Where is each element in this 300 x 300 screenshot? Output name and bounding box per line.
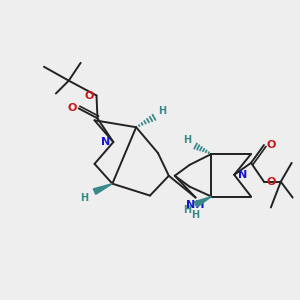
Text: O: O bbox=[67, 103, 76, 113]
Text: NH: NH bbox=[186, 200, 205, 211]
Text: H: H bbox=[191, 210, 200, 220]
Text: N: N bbox=[238, 170, 247, 180]
Text: H: H bbox=[158, 106, 166, 116]
Text: O: O bbox=[266, 140, 276, 150]
Text: O: O bbox=[85, 91, 94, 100]
Text: H: H bbox=[184, 135, 192, 145]
Text: H: H bbox=[184, 206, 192, 215]
Polygon shape bbox=[93, 184, 112, 194]
Polygon shape bbox=[194, 196, 211, 207]
Text: H: H bbox=[80, 193, 89, 202]
Text: O: O bbox=[266, 177, 276, 187]
Text: N: N bbox=[101, 137, 110, 147]
